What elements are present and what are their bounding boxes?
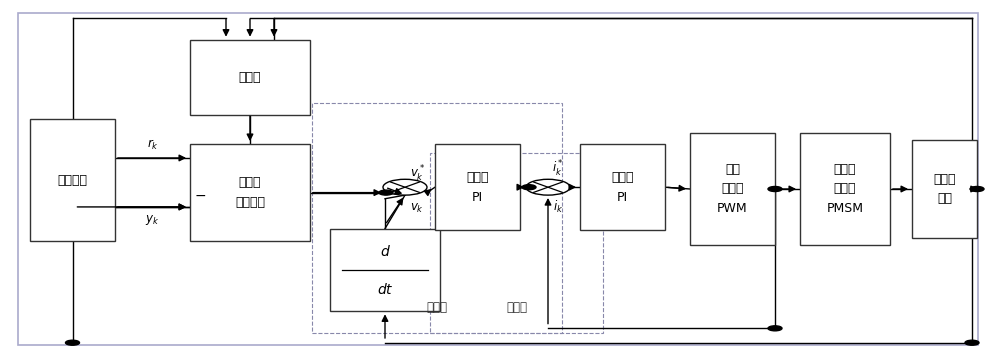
Text: 控制器: 控制器 — [611, 171, 634, 184]
Text: PI: PI — [472, 190, 483, 204]
Text: $i_k$: $i_k$ — [553, 199, 563, 215]
Text: $d$: $d$ — [380, 244, 390, 259]
Circle shape — [768, 326, 782, 331]
Bar — [690, 133, 775, 245]
Text: 功率驱: 功率驱 — [721, 183, 744, 195]
Text: 存储器: 存储器 — [239, 71, 261, 84]
Text: 控制器: 控制器 — [466, 171, 489, 184]
Text: $-$: $-$ — [194, 188, 206, 202]
Bar — [430, 153, 603, 333]
Bar — [190, 40, 310, 115]
Text: 速度环: 速度环 — [426, 301, 448, 314]
Text: 给定模块: 给定模块 — [58, 174, 88, 186]
Text: PMSM: PMSM — [827, 202, 864, 215]
Circle shape — [522, 185, 536, 190]
Bar — [190, 144, 310, 241]
Text: PI: PI — [617, 190, 628, 204]
Circle shape — [383, 179, 427, 195]
Circle shape — [768, 186, 782, 192]
Text: 正弦重复: 正弦重复 — [235, 196, 265, 209]
Bar — [30, 119, 115, 241]
Text: 编码器: 编码器 — [933, 172, 956, 186]
Text: 电流环: 电流环 — [506, 301, 527, 314]
Bar — [435, 144, 520, 230]
Circle shape — [379, 190, 393, 195]
Bar — [912, 140, 977, 238]
Bar — [800, 133, 890, 245]
Circle shape — [66, 340, 80, 345]
Text: PWM: PWM — [717, 202, 748, 215]
Text: $v_k$: $v_k$ — [410, 202, 424, 215]
Text: 步电机: 步电机 — [834, 163, 856, 176]
Text: $dt$: $dt$ — [377, 282, 393, 297]
Circle shape — [970, 186, 984, 192]
Circle shape — [965, 340, 979, 345]
Text: $i_k^*$: $i_k^*$ — [552, 159, 564, 179]
Text: 控制器: 控制器 — [239, 176, 261, 189]
Bar — [312, 103, 562, 333]
Text: $y_k$: $y_k$ — [145, 213, 160, 227]
Circle shape — [526, 179, 570, 195]
Text: 动器: 动器 — [725, 163, 740, 176]
Text: 光电: 光电 — [937, 192, 952, 206]
Text: 永磁同: 永磁同 — [834, 183, 856, 195]
Text: $r_k$: $r_k$ — [147, 138, 158, 152]
Text: $v_k^*$: $v_k^*$ — [410, 164, 425, 184]
Bar — [580, 144, 665, 230]
Bar — [330, 229, 440, 311]
